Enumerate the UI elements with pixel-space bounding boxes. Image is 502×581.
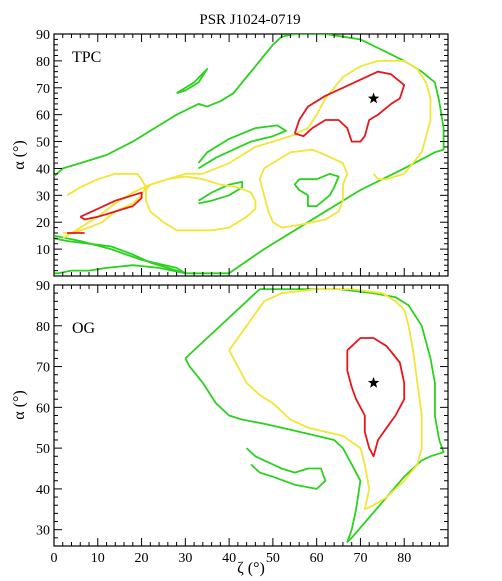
contour-outer [54,237,186,275]
x-axis-label: ζ (°) [237,560,265,577]
tick-layer: 10 20 30 40 50 60 70 80 90 [36,28,449,277]
contour-middle [258,148,349,229]
contour-outer [245,447,327,490]
panel-label: TPC [72,49,101,66]
contour-inner [79,191,143,221]
y-tick-label: 50 [36,136,50,151]
y-tick-label: 40 [36,483,50,498]
y-tick-label: 60 [36,401,50,416]
y-tick-label: 90 [36,28,50,43]
best-fit-star-marker [367,92,380,104]
y-tick-label: 30 [36,524,50,539]
y-axis-label: α (°) [11,140,28,169]
y-tick-label: 50 [36,442,50,457]
contour-layer [184,288,445,543]
y-tick-label: 70 [36,82,50,97]
y-tick-label: 40 [36,162,50,177]
x-tick-label: 20 [135,551,149,566]
contour-outer [198,181,244,205]
y-tick-label: 70 [36,361,50,376]
contour-outer [54,234,186,275]
x-tick-label: 0 [51,551,58,566]
y-tick-label: 80 [36,320,50,335]
plot-frame [53,33,449,277]
x-tick-label: 60 [310,551,324,566]
tick-layer: 30 40 50 60 70 80 90 0 10 20 30 40 50 60 70 80 [36,279,449,566]
y-tick-label: 30 [36,189,50,204]
panel-tpc: 10 20 30 40 50 60 70 80 90 TPC α (°) [11,28,449,277]
x-tick-label: 30 [178,551,192,566]
x-tick-label: 50 [266,551,280,566]
contour-outer [184,288,445,543]
y-tick-label: 20 [36,216,50,231]
best-fit-star-marker [367,376,380,388]
x-tick-label: 80 [397,551,411,566]
contour-middle [145,175,257,232]
y-tick-label: 10 [36,243,50,258]
x-tick-label: 40 [222,551,236,566]
contour-middle [228,288,423,511]
y-tick-label: 60 [36,109,50,124]
contour-outer [54,34,445,275]
panel-og: 30 40 50 60 70 80 90 0 10 20 30 40 50 60 70 80 OG α (°)… [11,279,449,577]
contour-inner [293,70,406,143]
figure-title: PSR J1024-0719 [199,12,300,28]
x-tick-label: 70 [353,551,367,566]
y-tick-label: 90 [36,279,50,294]
contour-middle [62,172,147,234]
contour-layer [54,34,445,275]
plot-frame [53,284,449,547]
contour-inner [346,337,406,458]
x-tick-label: 10 [91,551,105,566]
y-axis-label: α (°) [11,390,28,419]
contour-outer [176,68,209,95]
y-tick-label: 80 [36,55,50,70]
contour-outer [293,172,340,207]
contour-outer [197,124,287,170]
panel-label: OG [72,320,96,337]
